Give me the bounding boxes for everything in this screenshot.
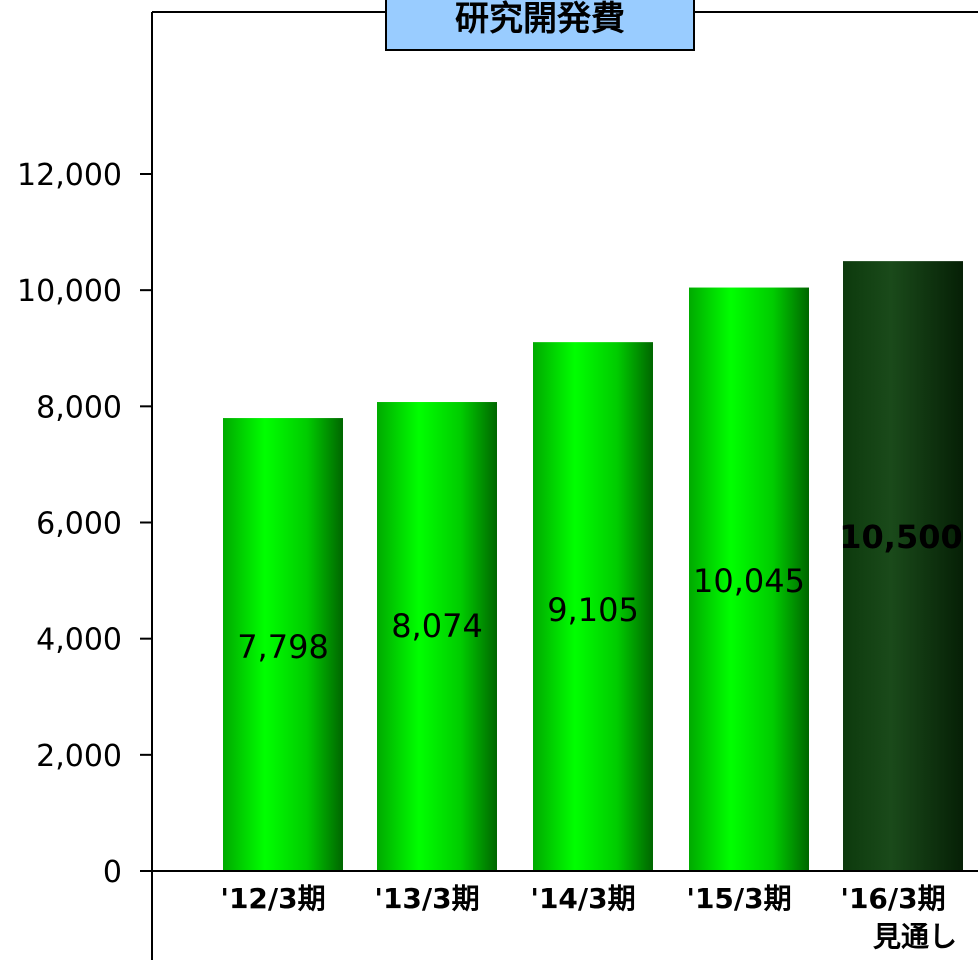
data-label: 7,798 — [237, 628, 329, 666]
x-tick-label: '14/3期 — [530, 882, 635, 915]
y-tick-label: 2,000 — [36, 739, 122, 774]
x-tick-label: '13/3期 — [374, 882, 479, 915]
y-tick-label: 12,000 — [17, 158, 122, 193]
x-tick-label: 見通し — [873, 920, 957, 953]
bar-2 — [377, 402, 497, 871]
bar-3 — [533, 342, 653, 871]
data-labels: 7,798 8,074 9,105 10,045 10,500 — [237, 518, 963, 666]
x-tick-label: '16/3期 — [840, 882, 945, 915]
chart-title-box: 研究開発費 — [385, 0, 695, 51]
x-tick-label: '12/3期 — [220, 882, 325, 915]
bar-5 — [843, 261, 963, 871]
data-label: 9,105 — [547, 591, 639, 629]
data-label: 8,074 — [391, 607, 483, 645]
data-label: 10,500 — [839, 518, 962, 556]
bar-4 — [689, 287, 809, 871]
y-tick-label: 6,000 — [36, 507, 122, 542]
x-tick-label: '15/3期 — [686, 882, 791, 915]
y-tick-label: 10,000 — [17, 274, 122, 309]
y-tick-label: 4,000 — [36, 623, 122, 658]
y-axis: 0 2,000 4,000 6,000 8,000 10,000 12,000 — [17, 158, 152, 890]
y-tick-label: 0 — [103, 855, 122, 890]
chart-title: 研究開発費 — [455, 0, 625, 39]
data-label: 10,045 — [693, 562, 805, 600]
y-tick-label: 8,000 — [36, 390, 122, 425]
bar-1 — [223, 418, 343, 871]
bars — [223, 261, 963, 871]
